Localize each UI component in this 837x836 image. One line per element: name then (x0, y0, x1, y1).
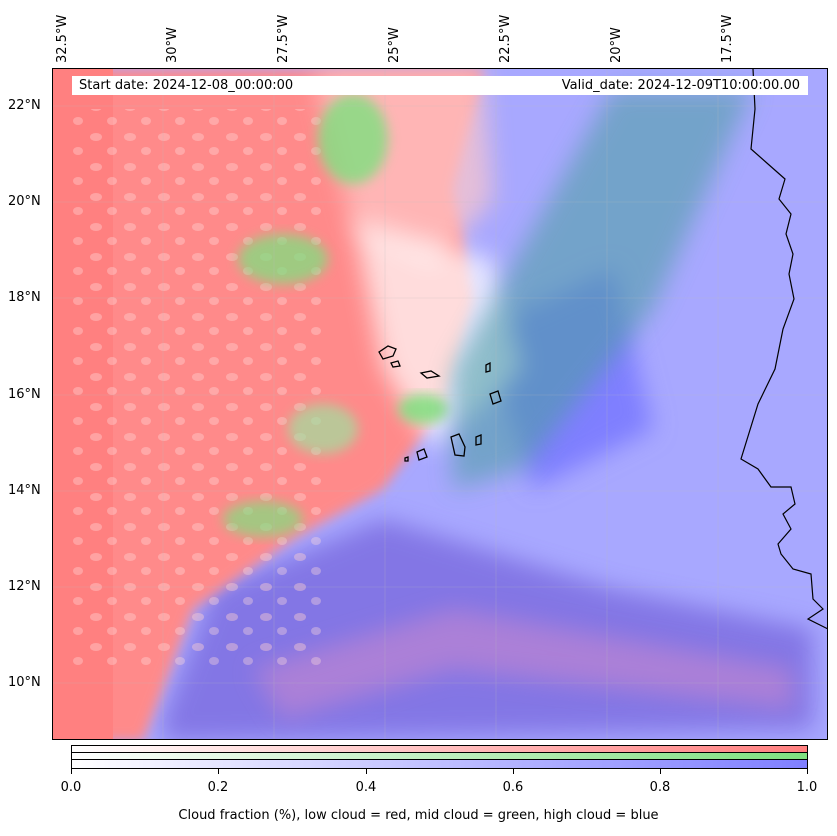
map-canvas (53, 69, 827, 739)
colorbar-tick (218, 769, 219, 774)
colorbar-tick (366, 769, 367, 774)
cloud-fraction-map (52, 68, 828, 740)
mid-cloud-centre (238, 234, 328, 284)
colorbar (71, 745, 808, 769)
lat-label-12n: 12°N (8, 579, 41, 594)
lat-label-22n: 22°N (8, 98, 41, 113)
island-boa-vista (489, 390, 502, 405)
colorbar-tick-label: 0.2 (207, 780, 229, 795)
african-coastline (740, 69, 827, 630)
start-date-label: Start date: 2024-12-08_00:00:00 (79, 78, 294, 93)
colorbar-tick-label: 0.6 (502, 780, 524, 795)
island-sao-vicente (390, 360, 401, 368)
lat-label-10n: 10°N (8, 675, 41, 690)
lat-label-20n: 20°N (8, 194, 41, 209)
cape-verde-islands (378, 345, 502, 462)
valid-date-label: Valid_date: 2024-12-09T10:00:00.00 (561, 78, 800, 93)
mid-cloud-north (318, 94, 388, 184)
island-sao-nicolau (419, 370, 441, 379)
colorbar-title: Cloud fraction (%), low cloud = red, mid… (178, 808, 659, 823)
island-sal (485, 361, 491, 373)
colorbar-tick (660, 769, 661, 774)
lat-label-14n: 14°N (8, 483, 41, 498)
lat-label-18n: 18°N (8, 290, 41, 305)
colorbar-low-cloud (72, 746, 807, 753)
colorbar-tick-label: 1.0 (796, 780, 818, 795)
lon-label-32-5w: 32.5°W (55, 14, 70, 63)
lon-label-20w: 20°W (609, 27, 624, 63)
lon-label-30w: 30°W (165, 27, 180, 63)
colorbar-tick (513, 769, 514, 774)
mid-cloud-south (223, 501, 303, 537)
colorbar-tick (807, 769, 808, 774)
mid-cloud-west (288, 404, 358, 454)
colorbar-tick-label: 0.4 (355, 780, 377, 795)
colorbar-high-cloud (72, 760, 807, 768)
colorbar-tick (71, 769, 72, 774)
low-cloud-texture (73, 109, 323, 669)
colorbar-mid-cloud (72, 753, 807, 760)
island-fogo (416, 448, 428, 461)
island-santo-antao (378, 345, 397, 360)
colorbar-tick-label: 0.0 (60, 780, 82, 795)
lon-label-17-5w: 17.5°W (720, 14, 735, 63)
colorbar-tick-label: 0.8 (649, 780, 671, 795)
graticule (53, 69, 827, 739)
lon-label-25w: 25°W (387, 27, 402, 63)
lon-label-27-5w: 27.5°W (276, 14, 291, 63)
lat-label-16n: 16°N (8, 387, 41, 402)
mid-cloud-island (398, 394, 448, 424)
high-cloud-band (253, 609, 793, 719)
island-brava (404, 456, 409, 462)
island-santiago (450, 433, 466, 457)
lon-label-22-5w: 22.5°W (498, 14, 513, 63)
mid-high-teal-band (453, 89, 753, 489)
date-info-box: Start date: 2024-12-08_00:00:00 Valid_da… (72, 76, 808, 95)
island-maio (475, 434, 482, 446)
